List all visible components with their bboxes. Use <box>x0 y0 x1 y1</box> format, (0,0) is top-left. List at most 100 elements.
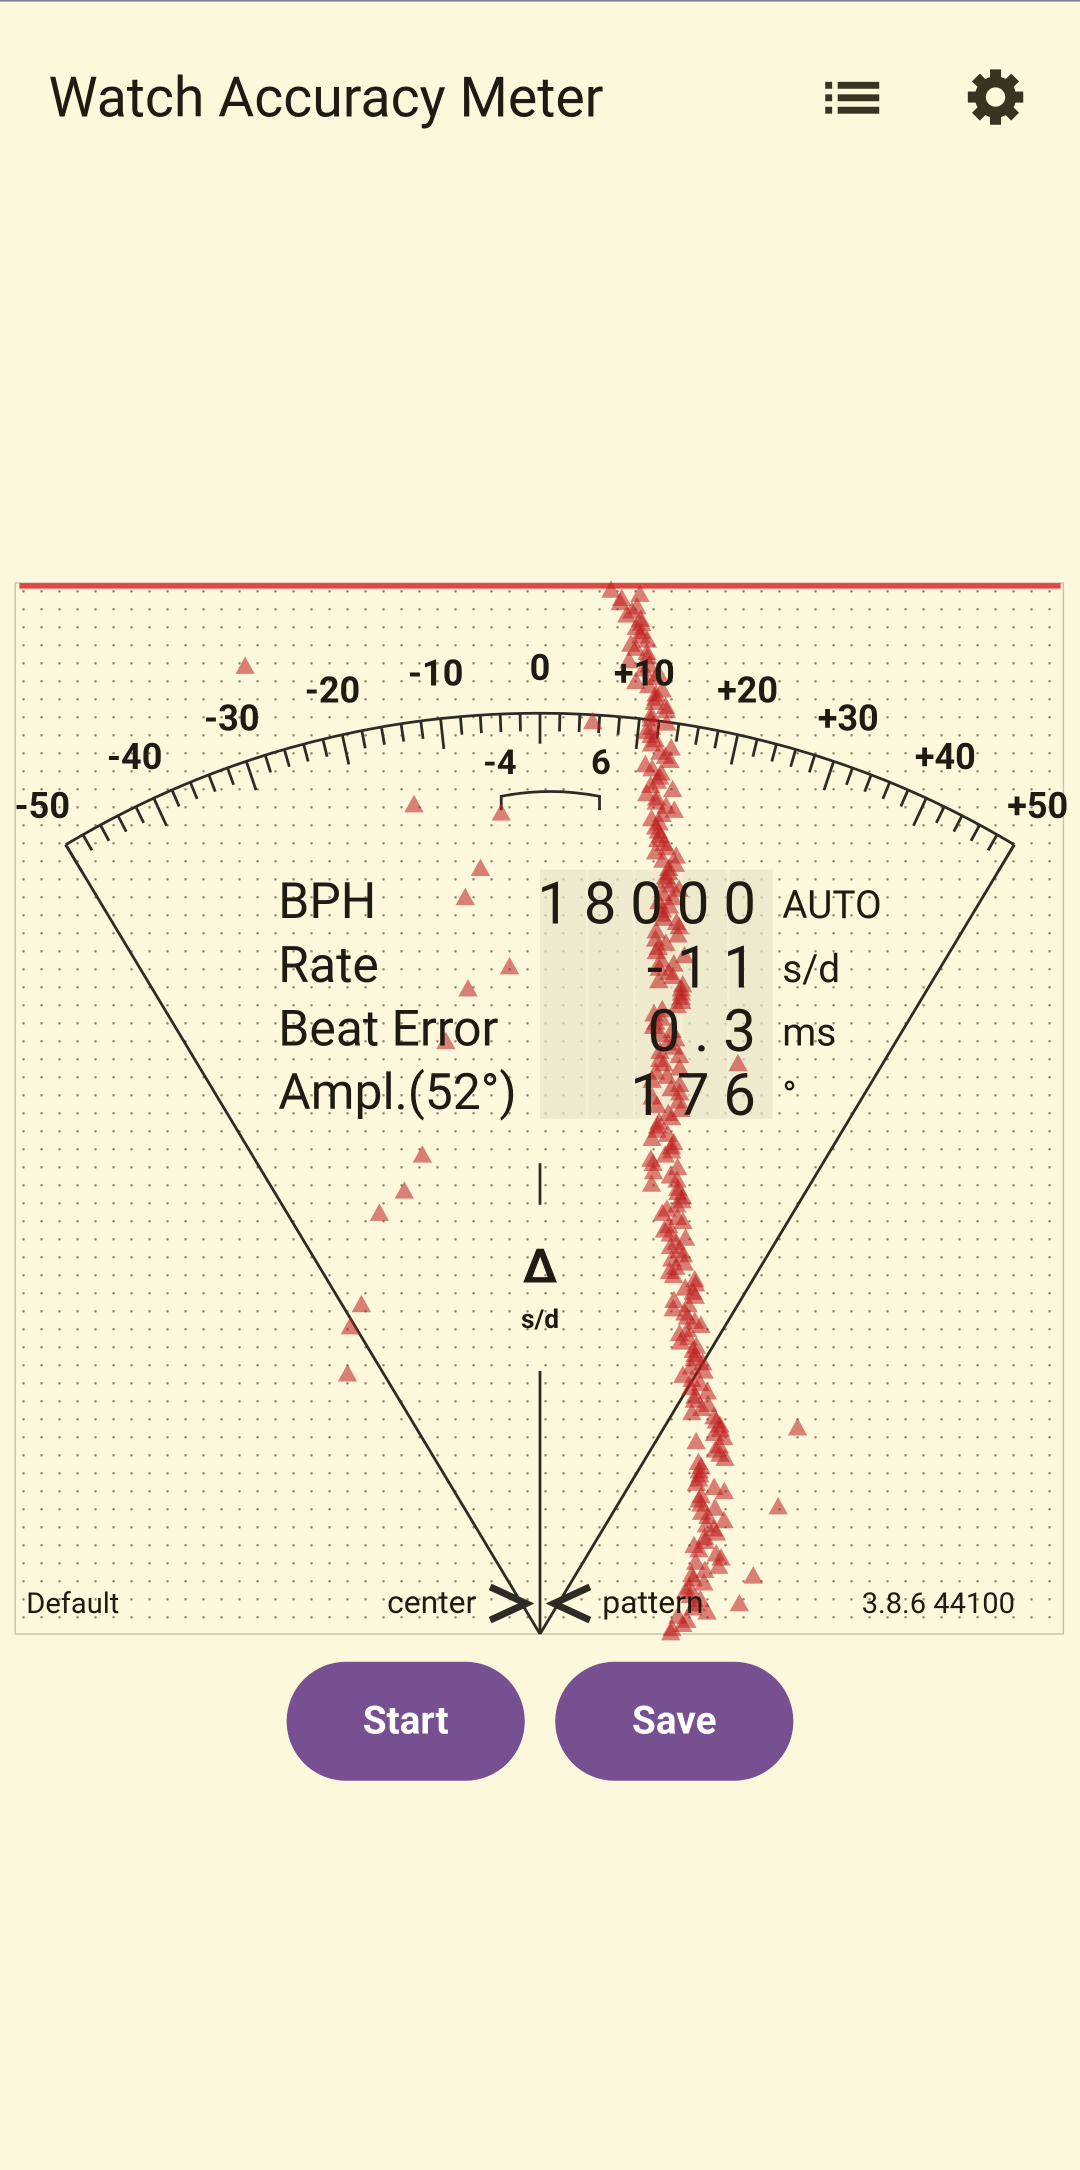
beat-mark <box>669 1058 690 1076</box>
beat-mark <box>697 1602 717 1620</box>
beat-mark <box>667 995 687 1014</box>
dial-tick <box>634 718 641 750</box>
readout-value: 0.3 <box>648 998 770 1066</box>
beat-mark <box>668 925 688 943</box>
beat-mark <box>470 858 491 877</box>
dial-tick <box>729 734 740 765</box>
start-button[interactable]: Start <box>286 1661 525 1781</box>
dial-tick <box>360 730 367 749</box>
beat-mark <box>617 605 637 623</box>
beat-mark <box>642 1128 662 1147</box>
beat-mark <box>337 1364 358 1382</box>
footer-center-left: center <box>387 1583 476 1621</box>
dial-tick <box>881 781 891 800</box>
dial-tick <box>577 714 582 733</box>
beat-mark <box>654 1053 674 1072</box>
dial-tick <box>935 806 946 824</box>
beat-mark <box>670 1082 690 1101</box>
app-title: Watch Accuracy Meter <box>48 65 603 130</box>
dial-tick <box>770 743 778 762</box>
beat-mark <box>684 1390 704 1408</box>
beat-mark <box>673 1211 693 1230</box>
readout-label: Rate <box>278 937 379 995</box>
gear-tooth <box>972 102 990 121</box>
dial-tick <box>380 726 386 745</box>
dial-tick <box>694 726 700 745</box>
readout-label: BPH <box>278 873 376 931</box>
beat-mark <box>655 1145 675 1163</box>
beat-mark <box>651 950 671 968</box>
footer-center-right: pattern <box>602 1583 703 1621</box>
dial-tick <box>674 723 681 742</box>
dial-tick <box>116 815 128 833</box>
dial-tick <box>863 774 873 793</box>
readout-unit: ° <box>782 1074 796 1119</box>
dial-tick <box>912 797 928 827</box>
beat-mark <box>686 1431 706 1450</box>
readout-unit: AUTO <box>782 883 881 928</box>
beat-mark <box>704 1477 724 1495</box>
beat-mark <box>682 1402 702 1421</box>
beat-mark <box>641 1174 662 1192</box>
beat-mark <box>674 945 695 964</box>
scale-label: -20 <box>305 670 361 712</box>
beat-mark <box>691 1315 711 1333</box>
list-icon[interactable] <box>825 81 880 114</box>
scale-label: +40 <box>915 736 976 778</box>
beat-mark <box>672 1614 693 1633</box>
beat-mark <box>340 1316 360 1335</box>
save-button[interactable]: Save <box>555 1661 794 1781</box>
beat-mark <box>662 779 683 798</box>
button-label[interactable]: Start <box>363 1699 449 1744</box>
center-arrow <box>488 1583 535 1624</box>
beat-mark <box>715 1448 735 1466</box>
pattern-arrow <box>545 1583 592 1624</box>
scale-label: 0 <box>530 647 551 689</box>
gear-tooth <box>990 69 1002 84</box>
dial-tick <box>969 824 981 842</box>
footer-left: Default <box>26 1587 119 1621</box>
beat-mark <box>661 1622 681 1641</box>
dial-tick <box>751 738 759 758</box>
button-label[interactable]: Save <box>632 1699 717 1744</box>
beat-mark <box>663 1265 684 1284</box>
beat-mark <box>691 1494 711 1512</box>
beat-mark <box>650 1024 670 1043</box>
scale-label: +20 <box>717 670 778 712</box>
beat-mark <box>664 800 684 818</box>
dial-tick <box>189 781 199 800</box>
dial-tick <box>616 716 621 735</box>
dial-tick <box>152 797 168 827</box>
beat-mark <box>671 1099 691 1117</box>
readout-value: 176 <box>630 1062 770 1130</box>
dial-tick <box>789 749 797 768</box>
readout-value: -11 <box>647 934 770 1002</box>
beat-mark <box>654 908 674 926</box>
beat-mark <box>667 1195 687 1213</box>
dial-tick <box>170 789 181 808</box>
beat-mark <box>643 1161 664 1180</box>
scale-label: -10 <box>408 653 464 695</box>
beat-mark <box>743 1566 763 1584</box>
dial-tick <box>997 844 1016 872</box>
dial-tick <box>986 833 999 851</box>
beat-mark <box>695 1560 715 1579</box>
beat-mark <box>626 638 646 656</box>
beat-mark <box>351 1294 372 1313</box>
dial-tick <box>283 749 291 768</box>
inner-label: 6 <box>591 743 611 783</box>
fan-line <box>538 844 1016 1635</box>
scale-label: +30 <box>818 697 879 739</box>
beat-mark <box>686 1552 706 1570</box>
beat-mark <box>404 794 424 813</box>
dial-tick <box>478 715 483 734</box>
beat-mark <box>709 1556 729 1574</box>
beat-trace <box>235 580 808 1641</box>
beat-mark <box>663 966 683 985</box>
beat-mark <box>637 646 658 665</box>
settings-icon[interactable] <box>967 69 1024 125</box>
beat-mark <box>610 592 630 611</box>
beat-mark <box>768 1496 788 1515</box>
beat-mark <box>657 837 677 856</box>
